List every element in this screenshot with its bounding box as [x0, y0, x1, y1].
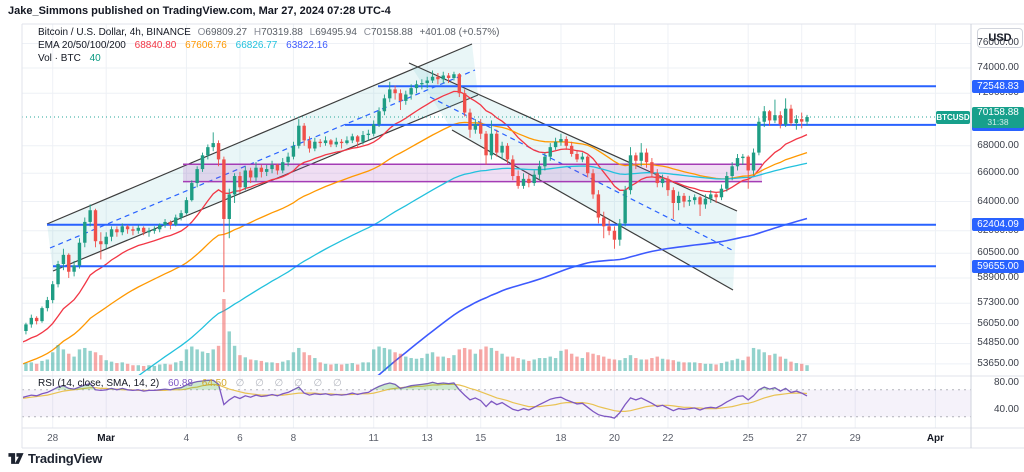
price-tick-label: 57300.00	[977, 297, 1019, 309]
descending-channel-line	[408, 62, 738, 212]
rsi-sma-value: 64.50	[201, 378, 227, 389]
ema20-value: 68840.80	[134, 40, 177, 51]
time-tick-label: 20	[608, 433, 620, 444]
candles-layer	[24, 70, 809, 335]
high-label: H	[253, 27, 262, 38]
time-tick-label: 28	[47, 433, 59, 444]
ema200-value: 63822.16	[286, 40, 328, 51]
legend-volume-row: Vol · BTC 40	[38, 52, 500, 65]
time-tick-label: 25	[742, 433, 754, 444]
rsi-tick-label: 40.00	[993, 404, 1019, 415]
time-tick-label: 22	[662, 433, 674, 444]
low-label: L	[309, 27, 316, 38]
ema-label[interactable]: EMA 20/50/100/200	[38, 40, 126, 51]
ascending-channel-fill	[47, 44, 478, 271]
descending-channel-fill	[409, 63, 737, 290]
ascending-channel-line	[52, 94, 479, 272]
time-tick-label: 18	[555, 433, 567, 444]
rsi-tick-label: 80.00	[993, 377, 1019, 388]
rsi-value: 60.88	[167, 378, 193, 389]
price-tick-label: 66000.00	[977, 167, 1019, 179]
ema-100-line	[138, 162, 808, 375]
volume-label[interactable]: Vol · BTC	[38, 53, 81, 64]
ema50-value: 67606.76	[185, 40, 227, 51]
time-tick-label: 11	[368, 433, 379, 444]
legend-symbol-row: Bitcoin / U.S. Dollar, 4h, BINANCE O6980…	[38, 26, 500, 39]
high-value: 70319.88	[261, 27, 303, 38]
legend-ema-row: EMA 20/50/100/200 68840.80 67606.76 6682…	[38, 39, 500, 52]
price-tick-label: 56050.00	[977, 317, 1019, 329]
time-tick-label: Apr	[926, 433, 945, 444]
ascending-channel-midline	[49, 69, 476, 249]
volume-value: 40	[89, 53, 101, 64]
ray-price-label: 72548.83	[972, 79, 1024, 93]
time-tick-label: Mar	[97, 433, 116, 444]
open-value: 69809.27	[205, 27, 248, 38]
time-tick-label: 4	[183, 433, 190, 444]
time-tick-label: 6	[237, 433, 243, 444]
currency-button[interactable]: USD	[977, 28, 1023, 48]
price-tick-label: 74000.00	[977, 62, 1019, 73]
ema-20-line	[23, 90, 808, 343]
price-tick-label: 54850.00	[977, 337, 1019, 349]
symbol-price-chip: BTCUSD	[936, 110, 970, 124]
time-tick-label: 13	[421, 433, 433, 444]
symbol-title[interactable]: Bitcoin / U.S. Dollar, 4h, BINANCE	[38, 27, 191, 38]
publish-header: Jake_Simmons published on TradingView.co…	[8, 5, 391, 17]
open-label: O	[197, 27, 206, 38]
current-price-label: 70158.88 31:38	[972, 107, 1024, 129]
descending-channel-line	[451, 129, 734, 291]
ascending-channel-line	[46, 43, 473, 225]
tradingview-logo-icon	[8, 453, 24, 464]
current-price-value: 70158.88	[977, 107, 1019, 119]
tradingview-watermark[interactable]: TradingView	[8, 451, 102, 466]
rsi-layer	[23, 379, 808, 419]
volume-layer	[24, 299, 809, 371]
rsi-empty-slots: ∅ ∅ ∅ ∅ ∅ ∅	[235, 378, 346, 389]
price-tick-label: 60500.00	[977, 247, 1019, 259]
price-tick-label: 53650.00	[977, 357, 1019, 369]
time-tick-label: 29	[849, 433, 861, 444]
close-value: 70158.88	[370, 27, 413, 38]
tradingview-watermark-text: TradingView	[28, 451, 103, 466]
bar-countdown: 31:38	[987, 117, 1009, 128]
horizontal-rays-layer	[22, 85, 937, 268]
time-tick-label: 8	[290, 433, 297, 444]
close-label: C	[363, 27, 371, 38]
legend-main: Bitcoin / U.S. Dollar, 4h, BINANCE O6980…	[38, 26, 500, 65]
rsi-line	[23, 379, 808, 419]
ema-lines-layer	[23, 90, 808, 375]
time-tick-label: 15	[475, 433, 487, 444]
pane-frame	[21, 23, 1024, 449]
ray-price-label: 59655.00	[972, 259, 1024, 273]
rsi-overbought-fill	[52, 380, 788, 390]
rsi-band	[22, 389, 971, 418]
price-tick-label: 68000.00	[977, 139, 1019, 151]
ray-price-label: 62404.09	[972, 218, 1024, 232]
change-value: +401.08 (+0.57%)	[419, 27, 500, 38]
ema100-value: 66826.77	[235, 40, 278, 51]
price-tick-label: 58900.00	[977, 271, 1019, 283]
rsi-label[interactable]: RSI (14, close, SMA, 14, 2)	[38, 378, 160, 389]
ema-50-line	[23, 121, 808, 365]
price-tick-label: 76000.00	[977, 37, 1019, 49]
ema-200-line	[377, 217, 808, 375]
legend-rsi-row: RSI (14, close, SMA, 14, 2) 60.88 64.50 …	[38, 378, 346, 389]
low-value: 69495.94	[315, 27, 357, 38]
time-tick-label: 27	[796, 433, 808, 444]
trend-channels-layer	[46, 43, 738, 291]
price-tick-label: 64000.00	[977, 195, 1019, 207]
